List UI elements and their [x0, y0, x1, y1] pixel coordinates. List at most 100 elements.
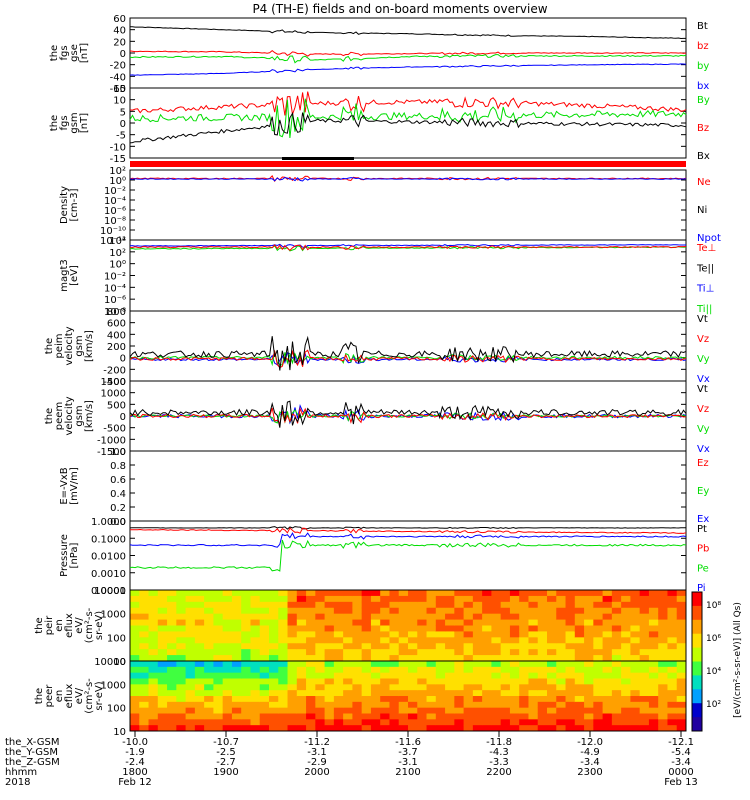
peer-spectrogram-cell — [343, 684, 353, 691]
peir-spectrogram-cell — [472, 625, 483, 632]
peir-spectrogram-cell — [287, 619, 298, 626]
peir-spectrogram-cell — [250, 590, 261, 597]
peer-spectrogram-cell — [445, 701, 455, 709]
peir-spectrogram-cell — [306, 595, 316, 603]
peer-spectrogram-cell — [296, 661, 307, 668]
peir-spectrogram-cell — [269, 595, 279, 603]
peir-spectrogram-cell — [574, 613, 585, 621]
peer-spectrogram-cell — [296, 707, 307, 714]
peer-spectrogram-cell — [593, 678, 604, 685]
peir-spectrogram-cell — [343, 607, 353, 615]
peir-spectrogram-cell — [139, 643, 150, 650]
peer-spectrogram-cell — [315, 707, 326, 714]
peer-spectrogram-cell — [648, 701, 659, 709]
peir-spectrogram-cell — [167, 619, 177, 626]
y-tick-label: 600 — [107, 319, 126, 330]
peir-spectrogram-cell — [315, 631, 326, 638]
peer-spectrogram-cell — [259, 719, 270, 726]
peer-spectrogram-cell — [352, 678, 363, 685]
peer-spectrogram-cell — [445, 713, 455, 720]
peir-spectrogram-cell — [352, 613, 363, 621]
peir-spectrogram-cell — [658, 643, 668, 650]
peer-spectrogram-cell — [639, 713, 650, 720]
peer-spectrogram-cell — [139, 707, 150, 714]
peer-spectrogram-cell — [472, 719, 483, 726]
peir-spectrogram-cell — [176, 619, 187, 626]
peir-spectrogram-cell — [269, 619, 279, 626]
axis-value: 2300 — [577, 767, 602, 778]
peer-spectrogram-cell — [574, 672, 585, 679]
peir-spectrogram-cell — [222, 595, 233, 603]
peer-spectrogram-cell — [139, 713, 150, 720]
peir-spectrogram-cell — [231, 595, 242, 603]
peer-spectrogram-cell — [537, 696, 548, 703]
peir-spectrogram-cell — [250, 601, 261, 609]
peer-spectrogram-cell — [370, 661, 381, 668]
peer-spectrogram-cell — [491, 678, 502, 685]
peir-spectrogram-cell — [204, 607, 214, 615]
peer-spectrogram-cell — [389, 719, 400, 726]
peir-spectrogram-cell — [370, 595, 381, 603]
peer-spectrogram-cell — [500, 661, 511, 668]
peer-spectrogram-cell — [222, 707, 233, 714]
peer-spectrogram-cell — [167, 696, 177, 703]
peir-spectrogram-cell — [556, 625, 567, 632]
peer-spectrogram-cell — [435, 690, 446, 697]
peir-spectrogram-cell — [278, 590, 289, 597]
peir-spectrogram-cell — [509, 637, 520, 644]
peir-spectrogram-cell — [167, 649, 177, 656]
peir-spectrogram-cell — [472, 601, 483, 609]
peer-spectrogram-cell — [537, 719, 548, 726]
peir-spectrogram-cell — [621, 631, 631, 638]
y-tick-label: 0.2 — [110, 503, 126, 514]
peer-spectrogram-cell — [269, 725, 279, 732]
peer-spectrogram-cell — [630, 725, 641, 732]
peer-spectrogram-cell — [278, 672, 289, 679]
peer-spectrogram-cell — [611, 713, 622, 720]
peir-spectrogram-cell — [584, 643, 594, 650]
peer-spectrogram-cell — [408, 678, 418, 685]
peir-spectrogram-cell — [259, 601, 270, 609]
peir-spectrogram-cell — [537, 619, 548, 626]
peer-spectrogram-cell — [185, 725, 196, 732]
peer-spectrogram-cell — [491, 701, 502, 709]
peir-spectrogram-cell — [139, 655, 150, 662]
peer-spectrogram-cell — [324, 701, 335, 709]
peer-spectrogram-cell — [454, 690, 465, 697]
peer-spectrogram-cell — [296, 719, 307, 726]
peir-spectrogram-cell — [352, 601, 363, 609]
peir-spectrogram-cell — [445, 613, 455, 621]
colorbar-band — [692, 675, 702, 690]
peer-spectrogram-cell — [287, 684, 298, 691]
peer-spectrogram-cell — [658, 713, 668, 720]
peir-spectrogram-cell — [537, 643, 548, 650]
peer-spectrogram-cell — [658, 666, 668, 674]
peer-spectrogram-cell — [130, 725, 140, 732]
peir-spectrogram-cell — [445, 601, 455, 609]
axis-value: -2.5 — [216, 747, 236, 758]
peer-spectrogram-cell — [408, 725, 418, 732]
peir-spectrogram-cell — [519, 619, 529, 626]
peer-spectrogram-cell — [426, 678, 437, 685]
peer-spectrogram-cell — [213, 696, 224, 703]
peir-spectrogram-cell — [417, 631, 428, 638]
peir-spectrogram-cell — [519, 631, 529, 638]
peir-spectrogram-cell — [287, 655, 298, 662]
peir-spectrogram-cell — [241, 601, 251, 609]
peir-spectrogram-cell — [213, 631, 224, 638]
peer-spectrogram-cell — [547, 725, 557, 732]
peer-spectrogram-cell — [157, 684, 168, 691]
peer-spectrogram-cell — [389, 707, 400, 714]
peer-spectrogram-cell — [565, 661, 576, 668]
peir-spectrogram-cell — [621, 655, 631, 662]
peir-spectrogram-cell — [204, 590, 214, 597]
peer-spectrogram-cell — [621, 678, 631, 685]
peir-spectrogram-cell — [324, 643, 335, 650]
peir-spectrogram-cell — [463, 649, 474, 656]
peir-spectrogram-cell — [167, 625, 177, 632]
peir-spectrogram-cell — [389, 590, 400, 597]
peir-spectrogram-cell — [139, 613, 150, 621]
